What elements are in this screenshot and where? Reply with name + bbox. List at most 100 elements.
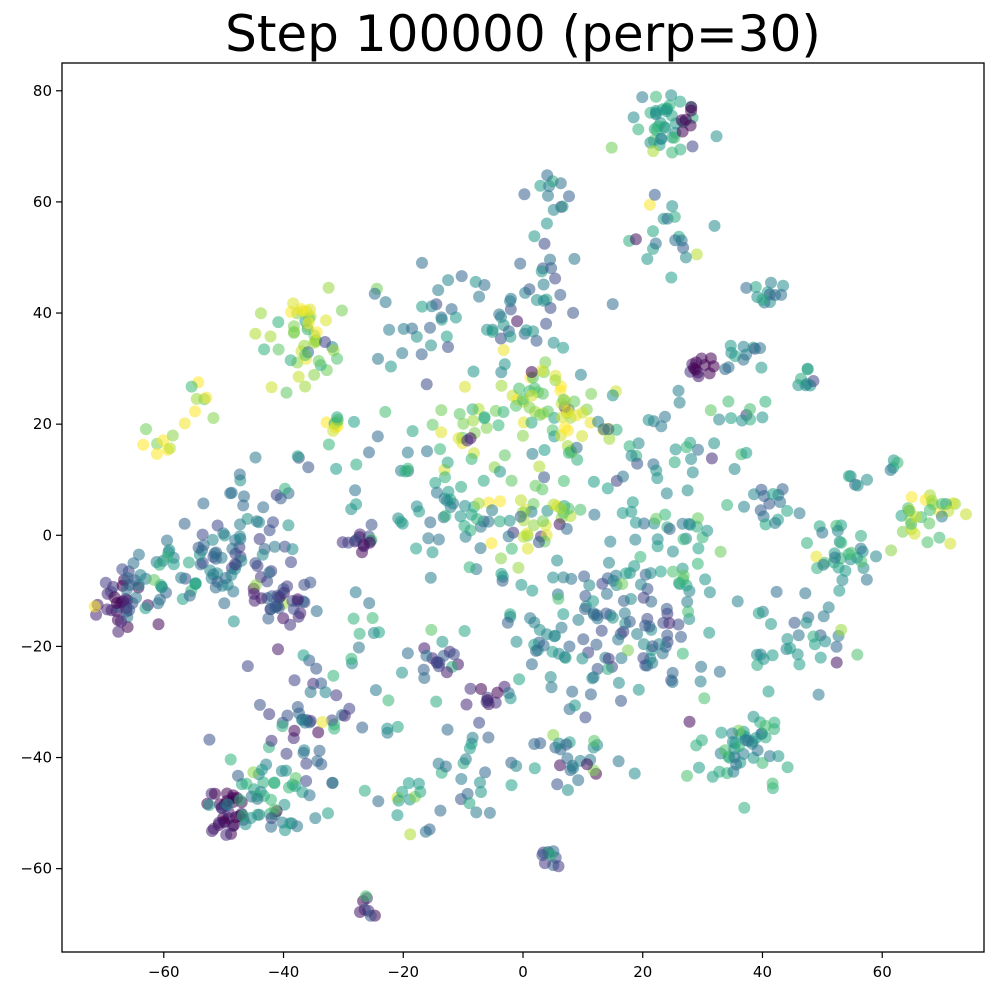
scatter-point <box>615 694 627 707</box>
scatter-point <box>622 644 634 657</box>
scatter-point <box>196 528 209 541</box>
scatter-point <box>769 517 782 529</box>
scatter-point <box>271 599 284 612</box>
scatter-point <box>637 591 650 604</box>
scatter-point <box>528 762 541 775</box>
scatter-point <box>545 262 558 275</box>
scatter-point <box>327 669 340 682</box>
scatter-point <box>759 395 772 408</box>
scatter-point <box>636 91 649 104</box>
scatter-point <box>770 585 783 598</box>
scatter-point <box>577 633 590 646</box>
scatter-point <box>289 772 302 784</box>
scatter-point <box>372 795 385 808</box>
scatter-point <box>738 801 751 814</box>
scatter-point <box>800 616 813 629</box>
scatter-point <box>756 293 769 306</box>
scatter-point <box>347 612 360 625</box>
scatter-point <box>719 744 731 757</box>
scatter-point <box>221 787 233 800</box>
scatter-point <box>368 287 381 300</box>
scatter-point <box>772 750 785 763</box>
scatter-point <box>681 769 693 782</box>
scatter-point <box>650 106 662 119</box>
scatter-point <box>435 311 448 324</box>
scatter-point <box>604 535 617 548</box>
scatter-point <box>870 550 882 563</box>
scatter-point <box>788 616 801 629</box>
scatter-point <box>401 446 414 459</box>
scatter-point <box>682 605 695 618</box>
scatter-point <box>561 752 574 765</box>
scatter-point <box>279 482 291 495</box>
scatter-point <box>642 414 655 426</box>
scatter-point <box>458 625 471 637</box>
scatter-point <box>439 471 451 484</box>
scatter-point <box>557 393 570 406</box>
scatter-point <box>504 330 517 343</box>
scatter-point <box>612 676 625 689</box>
scatter-point <box>432 284 445 297</box>
scatter-point <box>309 335 322 348</box>
scatter-point <box>155 581 168 594</box>
scatter-point <box>263 566 276 579</box>
scatter-point <box>623 440 636 453</box>
scatter-point <box>284 618 297 631</box>
scatter-point <box>436 635 449 648</box>
scatter-point <box>525 505 538 518</box>
scatter-point <box>627 111 640 124</box>
scatter-point <box>704 352 717 365</box>
scatter-point <box>381 722 394 735</box>
scatter-point <box>673 396 686 409</box>
scatter-point <box>497 406 510 418</box>
scatter-point <box>420 378 433 391</box>
scatter-point <box>759 719 772 732</box>
scatter-point <box>441 723 454 736</box>
scatter-point <box>348 415 360 428</box>
scatter-point <box>481 323 493 336</box>
scatter-point <box>298 578 311 591</box>
scatter-point <box>493 308 506 321</box>
scatter-point <box>287 602 300 615</box>
scatter-point <box>643 620 656 633</box>
scatter-point <box>150 447 163 460</box>
scatter-point <box>677 533 690 546</box>
scatter-point <box>238 490 250 503</box>
scatter-point <box>189 578 202 591</box>
scatter-point <box>749 281 762 293</box>
scatter-point <box>632 683 645 696</box>
scatter-point <box>565 572 578 585</box>
scatter-point <box>287 297 300 310</box>
scatter-point <box>738 500 750 513</box>
scatter-point <box>423 823 436 836</box>
scatter-point <box>801 377 814 390</box>
scatter-point <box>554 384 567 397</box>
scatter-point <box>547 571 560 584</box>
scatter-point <box>661 629 674 642</box>
scatter-point <box>501 616 514 629</box>
scatter-point <box>432 660 445 673</box>
scatter-point <box>698 692 711 705</box>
scatter-point <box>587 475 600 488</box>
scatter-point <box>690 248 703 261</box>
scatter-point <box>525 658 538 671</box>
scatter-point <box>161 550 174 563</box>
scatter-point <box>183 589 196 602</box>
scatter-point <box>460 698 473 711</box>
scatter-point <box>110 597 123 609</box>
scatter-point <box>192 541 205 554</box>
x-tick-label: 20 <box>633 963 652 981</box>
scatter-point <box>516 429 529 442</box>
scatter-point <box>584 688 597 701</box>
y-tick-label: 40 <box>33 304 52 322</box>
scatter-point <box>304 686 317 699</box>
scatter-point <box>267 516 279 529</box>
scatter-point <box>851 479 864 492</box>
scatter-point <box>528 738 541 750</box>
scatter-point <box>232 769 244 782</box>
scatter-point <box>538 237 551 250</box>
scatter-point <box>466 731 479 744</box>
scatter-point <box>644 567 657 580</box>
y-tick-label: −60 <box>20 860 52 878</box>
scatter-point <box>659 121 672 134</box>
